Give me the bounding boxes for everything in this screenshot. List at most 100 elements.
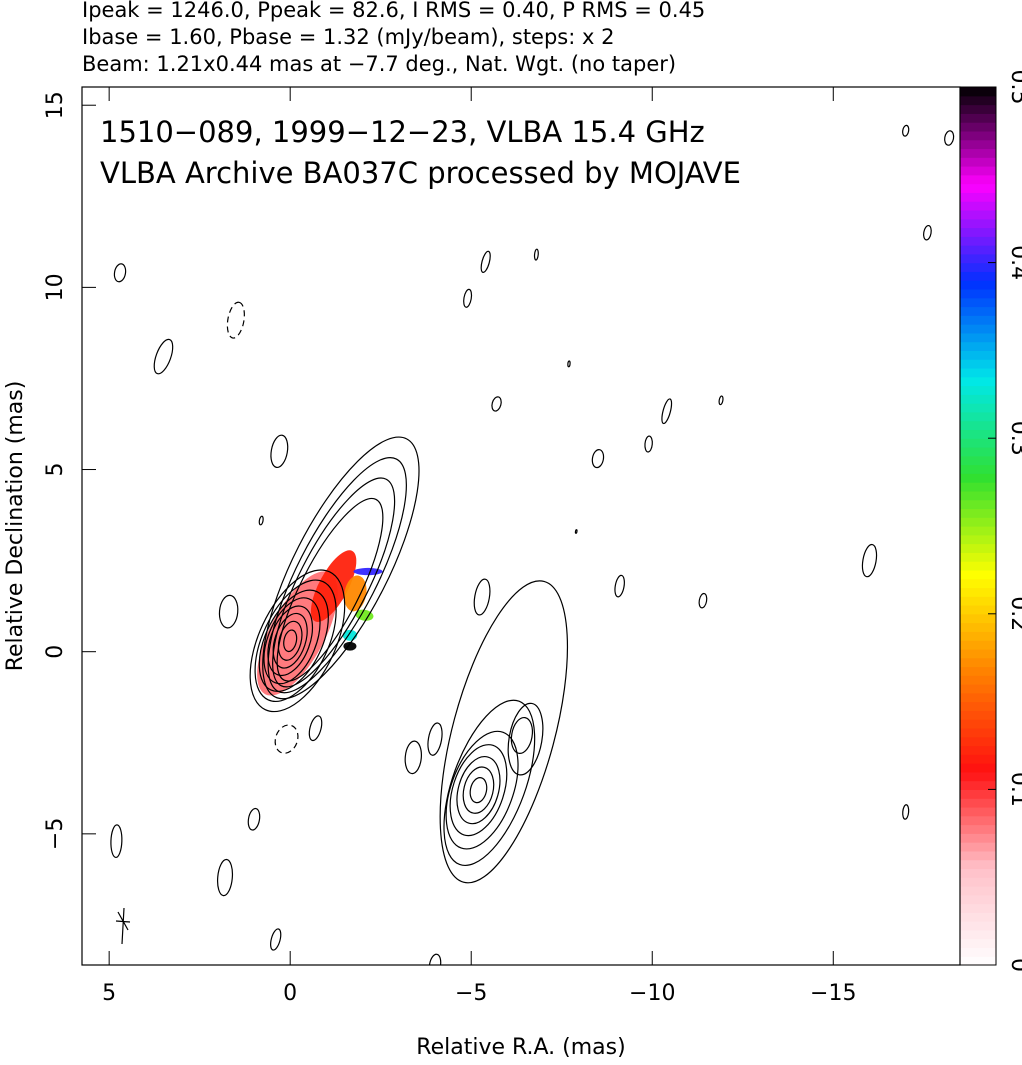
contour: [263, 597, 321, 685]
colorbar-cell: [960, 885, 996, 896]
contour: [277, 620, 303, 661]
colorbar-cell: [960, 596, 996, 606]
contour: [113, 263, 127, 283]
colorbar-cell: [960, 385, 996, 395]
contour: [533, 248, 539, 261]
colorbar-cell: [960, 657, 996, 668]
colorbar-cell: [960, 719, 996, 729]
colorbar-cell: [960, 631, 996, 641]
beam-marker: [115, 907, 131, 945]
colorbar-cell: [960, 446, 996, 457]
colorbar-cell: [960, 218, 996, 229]
contour: [443, 699, 536, 867]
colorbar-cell: [960, 324, 996, 334]
colorbar-cell: [960, 420, 996, 431]
header-line: Ibase = 1.60, Pbase = 1.32 (mJy/beam), s…: [82, 25, 614, 49]
polarization-patch: [353, 567, 383, 576]
colorbar-cell: [960, 666, 996, 676]
header-line: Ipeak = 1246.0, Ppeak = 82.6, I RMS = 0.…: [82, 0, 705, 22]
colorbar-cell: [960, 605, 996, 615]
colorbar-cell: [960, 411, 996, 422]
contour: [226, 301, 245, 339]
contour: [272, 477, 396, 688]
colorbar-cell: [960, 227, 996, 237]
contour: [404, 740, 422, 775]
contour: [567, 360, 571, 368]
contour: [923, 224, 932, 241]
colorbar-cell: [960, 692, 996, 703]
colorbar-tick-label: 0: [1006, 958, 1022, 972]
colorbar: 0 0.1 0.2 0.3 0.4 0.5: [959, 70, 1022, 972]
contour: [439, 580, 569, 884]
contour: [254, 579, 337, 703]
contour: [463, 288, 473, 308]
contour: [427, 722, 443, 756]
colorbar-cell: [960, 508, 996, 518]
contour: [469, 777, 488, 804]
plot-frame: [81, 86, 961, 966]
colorbar-cell: [960, 534, 996, 545]
x-tick-label: 5: [102, 981, 116, 1006]
colorbar-cell: [960, 87, 996, 97]
colorbar-cell: [960, 517, 996, 527]
colorbar-cell: [960, 464, 996, 474]
colorbar-cell: [960, 139, 996, 150]
contour: [644, 435, 653, 453]
colorbar-cell: [960, 754, 996, 764]
contour: [861, 543, 878, 578]
colorbar-tick-label: 0.3: [1006, 421, 1022, 456]
colorbar-cell: [960, 798, 996, 808]
y-axis-label: Relative Declination (mas): [3, 381, 28, 672]
colorbar-cell: [960, 842, 996, 852]
colorbar-cell: [960, 859, 996, 870]
colorbar-cell: [960, 95, 996, 106]
contour: [283, 629, 298, 653]
x-tick-label: −5: [455, 981, 487, 1006]
contour: [110, 824, 123, 859]
y-tick-label: 15: [43, 91, 68, 119]
colorbar-cell: [960, 288, 996, 299]
colorbar-cell: [960, 789, 996, 799]
contour: [445, 730, 519, 850]
contour: [462, 766, 495, 814]
colorbar-cell: [960, 526, 996, 536]
contour: [276, 497, 384, 682]
colorbar-cell: [960, 569, 996, 580]
colorbar-cell: [960, 183, 996, 193]
contour: [272, 612, 308, 669]
colorbar-tick-label: 0.1: [1006, 772, 1022, 807]
contour: [267, 605, 314, 677]
x-tick-label: −15: [810, 981, 856, 1006]
y-tick-label: 5: [43, 463, 68, 477]
colorbar-cell: [960, 201, 996, 211]
contour: [507, 702, 544, 776]
colorbar-cell: [960, 236, 996, 246]
contour: [480, 250, 491, 274]
colorbar-cell: [960, 921, 996, 931]
colorbar-cell: [960, 403, 996, 413]
colorbar-cell: [960, 482, 996, 492]
contour: [262, 436, 420, 700]
colorbar-cell: [960, 315, 996, 325]
contour: [216, 858, 234, 897]
contour: [258, 589, 329, 693]
contour: [274, 724, 299, 754]
colorbar-tick-label: 0.4: [1006, 245, 1022, 280]
colorbar-cell: [960, 833, 996, 843]
colorbar-cell: [960, 710, 996, 720]
colorbar-cell: [960, 780, 996, 790]
contour: [944, 130, 955, 146]
colorbar-cell: [960, 771, 996, 782]
colorbar-cell: [960, 455, 996, 466]
colorbar-cell: [960, 297, 996, 308]
contour: [574, 529, 578, 534]
colorbar-cell: [960, 561, 996, 571]
colorbar-cell: [960, 499, 996, 510]
colorbar-cell: [960, 130, 996, 141]
colorbar-cell: [960, 341, 996, 351]
colorbar-cell: [960, 824, 996, 834]
contour: [153, 338, 174, 375]
contour: [473, 578, 491, 616]
colorbar-cell: [960, 684, 996, 694]
colorbar-cell: [960, 350, 996, 360]
